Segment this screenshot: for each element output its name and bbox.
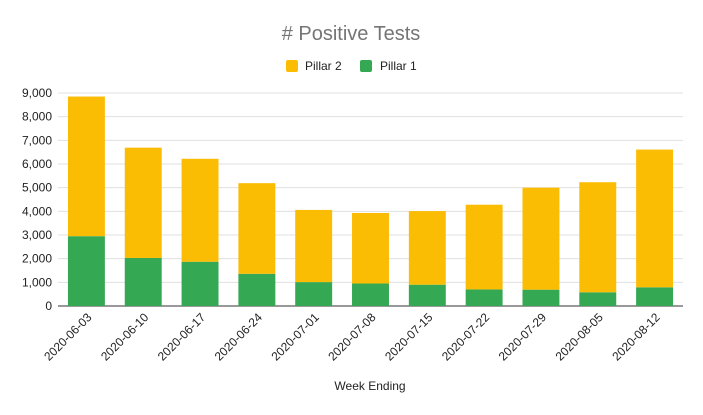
x-tick-label: 2020-06-17 — [155, 310, 209, 364]
bar-pillar-1 — [636, 287, 674, 306]
y-tick-label: 2,000 — [22, 252, 52, 266]
bar-pillar-1 — [124, 257, 162, 306]
x-tick-label: 2020-07-08 — [325, 310, 379, 364]
y-tick-label: 4,000 — [22, 204, 52, 218]
bar-pillar-1 — [295, 282, 333, 306]
y-tick-label: 8,000 — [22, 110, 52, 124]
chart-title: # Positive Tests — [282, 23, 421, 45]
bars — [67, 96, 674, 306]
bar-pillar-2 — [522, 187, 560, 290]
x-tick-label: 2020-07-22 — [439, 310, 493, 364]
bar-pillar-2 — [67, 96, 105, 237]
bar-pillar-1 — [67, 236, 105, 306]
bar-pillar-1 — [238, 273, 276, 306]
x-tick-label: 2020-07-15 — [382, 310, 436, 364]
bar-pillar-1 — [181, 261, 219, 306]
legend-label-pillar-2: Pillar 2 — [305, 59, 342, 73]
bar-pillar-2 — [579, 182, 617, 293]
y-axis-ticks: 0 1,000 2,000 3,000 4,000 5,000 6,000 7,000 8,00… — [22, 86, 52, 313]
x-tick-label: 2020-08-05 — [553, 310, 607, 364]
legend-label-pillar-1: Pillar 1 — [380, 59, 417, 73]
y-tick-label: 1,000 — [22, 275, 52, 289]
x-tick-label: 2020-07-01 — [268, 310, 322, 364]
bar-pillar-1 — [408, 284, 446, 306]
y-tick-label: 9,000 — [22, 86, 52, 100]
bar-pillar-1 — [352, 283, 389, 306]
x-tick-label: 2020-08-12 — [609, 310, 663, 364]
y-tick-label: 3,000 — [22, 228, 52, 242]
y-tick-label: 5,000 — [22, 181, 52, 195]
y-tick-label: 7,000 — [22, 133, 52, 147]
bar-pillar-2 — [408, 211, 446, 285]
legend: Pillar 2 Pillar 1 — [286, 59, 417, 73]
x-tick-label: 2020-06-03 — [41, 310, 95, 364]
bar-pillar-2 — [352, 212, 389, 284]
x-tick-label: 2020-07-29 — [496, 310, 550, 364]
legend-swatch-pillar-1 — [360, 60, 372, 72]
bar-pillar-2 — [181, 158, 219, 262]
bar-pillar-1 — [579, 292, 617, 306]
gridlines — [58, 92, 683, 307]
x-tick-label: 2020-06-10 — [98, 310, 152, 364]
bar-pillar-2 — [238, 183, 276, 274]
bar-pillar-1 — [522, 289, 560, 306]
bar-pillar-2 — [465, 204, 503, 290]
legend-swatch-pillar-2 — [286, 60, 298, 72]
bar-pillar-1 — [465, 289, 503, 306]
x-tick-label: 2020-06-24 — [212, 310, 266, 364]
bar-pillar-2 — [295, 209, 333, 283]
bar-pillar-2 — [636, 149, 674, 288]
bar-pillar-2 — [124, 147, 162, 258]
x-axis-ticks: 2020-06-03 2020-06-10 2020-06-17 2020-06-24… — [41, 310, 663, 364]
x-axis-label: Week Ending — [334, 379, 405, 393]
y-tick-label: 6,000 — [22, 157, 52, 171]
y-tick-label: 0 — [45, 299, 52, 313]
